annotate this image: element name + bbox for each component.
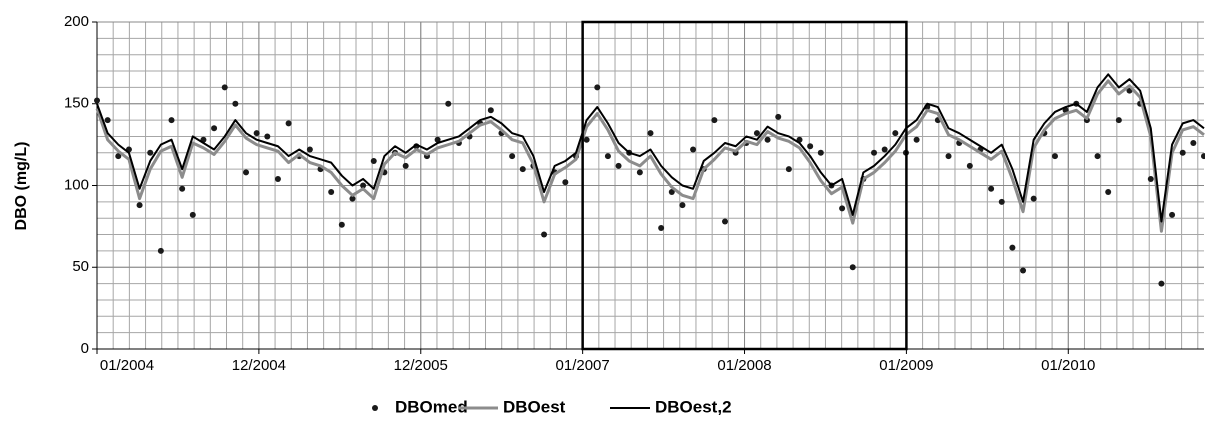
data-point <box>1105 189 1112 196</box>
data-point <box>807 143 814 150</box>
x-tick-label: 12/2004 <box>232 357 286 374</box>
data-point <box>136 202 143 209</box>
data-point <box>722 218 729 225</box>
data-point <box>349 195 356 202</box>
data-point <box>966 162 973 169</box>
data-point <box>945 153 952 160</box>
data-point <box>583 136 590 143</box>
data-point <box>179 185 186 192</box>
data-point <box>1094 153 1101 160</box>
data-point <box>1169 211 1176 218</box>
x-tick-label: 12/2005 <box>394 357 448 374</box>
data-point <box>753 130 760 137</box>
data-point <box>881 146 888 153</box>
data-point <box>274 175 281 182</box>
data-point <box>775 113 782 120</box>
data-point <box>711 117 718 124</box>
data-point <box>285 120 292 127</box>
data-point <box>668 189 675 196</box>
x-tick-label: 01/2007 <box>556 357 610 374</box>
data-point <box>519 166 526 173</box>
legend-label: DBOest <box>503 397 566 416</box>
data-point <box>487 107 494 114</box>
data-point <box>594 84 601 91</box>
data-point <box>1158 280 1165 287</box>
data-point <box>604 153 611 160</box>
data-point <box>1030 195 1037 202</box>
data-point <box>1051 153 1058 160</box>
data-point <box>1147 175 1154 182</box>
y-tick-label: 150 <box>64 95 89 112</box>
data-point <box>892 130 899 137</box>
x-tick-label: 01/2008 <box>717 357 771 374</box>
data-point <box>615 162 622 169</box>
y-tick-label: 100 <box>64 176 89 193</box>
data-point <box>636 169 643 176</box>
data-point <box>690 146 697 153</box>
data-point <box>988 185 995 192</box>
data-point <box>189 211 196 218</box>
data-point <box>849 264 856 271</box>
data-point <box>764 136 771 143</box>
data-point <box>232 100 239 107</box>
data-point <box>839 205 846 212</box>
data-point <box>1020 267 1027 274</box>
data-point <box>1115 117 1122 124</box>
data-point <box>370 157 377 164</box>
y-axis-label: DBO (mg/L) <box>13 142 30 231</box>
data-point <box>509 153 516 160</box>
legend-label: DBOest,2 <box>655 397 732 416</box>
data-point <box>168 117 175 124</box>
data-point <box>328 189 335 196</box>
data-point <box>402 162 409 169</box>
highlight-box <box>581 20 908 351</box>
y-tick-label: 200 <box>64 13 89 30</box>
data-point <box>360 182 367 189</box>
data-point <box>562 179 569 186</box>
data-point <box>658 225 665 232</box>
data-point <box>253 130 260 137</box>
data-point <box>679 202 686 209</box>
data-point <box>1179 149 1186 156</box>
data-point <box>94 97 100 104</box>
data-point <box>211 125 218 132</box>
data-point <box>998 198 1005 205</box>
data-point <box>306 146 313 153</box>
data-point <box>147 149 154 156</box>
data-point <box>264 133 271 140</box>
data-point <box>1201 153 1205 160</box>
x-tick-label: 01/2004 <box>100 357 154 374</box>
data-point <box>115 153 122 160</box>
data-point <box>221 84 228 91</box>
data-point <box>1009 244 1016 251</box>
x-tick-label: 01/2009 <box>879 357 933 374</box>
data-point <box>871 149 878 156</box>
legend-label: DBOmed <box>395 397 468 416</box>
series-line <box>96 73 1205 223</box>
data-point <box>157 247 164 254</box>
data-point <box>541 231 548 238</box>
data-point <box>104 117 111 124</box>
y-tick-label: 0 <box>81 340 89 357</box>
data-point <box>338 221 345 228</box>
data-point <box>1190 139 1197 146</box>
data-point <box>817 149 824 156</box>
data-point <box>647 130 654 137</box>
x-tick-label: 01/2010 <box>1041 357 1095 374</box>
data-point <box>434 136 441 143</box>
legend-marker <box>372 405 378 411</box>
data-point <box>785 166 792 173</box>
data-point <box>445 100 452 107</box>
series-line <box>95 79 1205 233</box>
data-point <box>913 136 920 143</box>
data-point <box>243 169 250 176</box>
y-tick-label: 50 <box>72 258 89 275</box>
